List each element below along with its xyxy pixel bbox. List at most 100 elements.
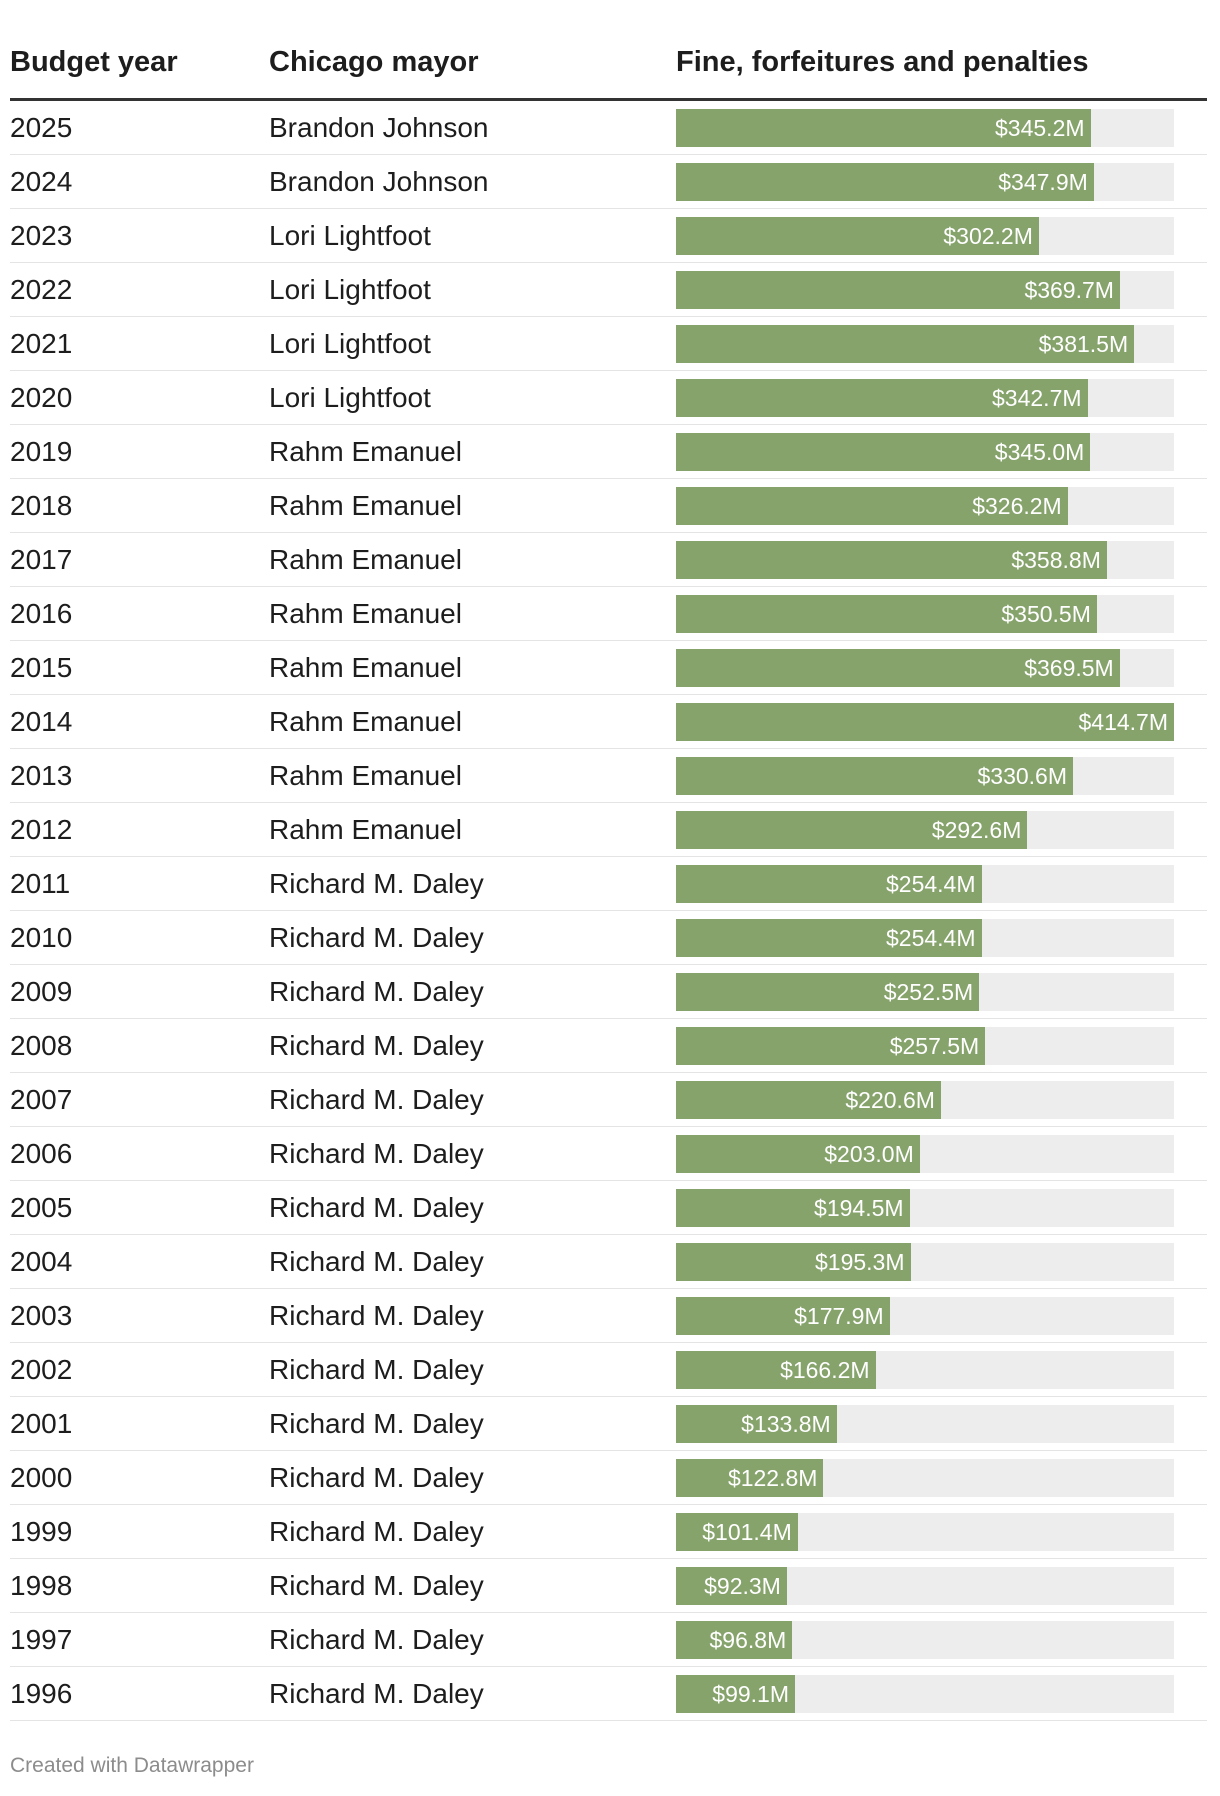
row-mayor: Richard M. Daley <box>269 1192 484 1223</box>
row-year: 2019 <box>10 436 73 467</box>
row-mayor: Lori Lightfoot <box>269 382 431 413</box>
row-mayor: Rahm Emanuel <box>269 598 462 629</box>
bar-track: $166.2M <box>676 1351 1174 1389</box>
bar-track: $177.9M <box>676 1297 1174 1335</box>
table-row: 2019 Rahm Emanuel $345.0M <box>10 425 1207 479</box>
bar: $166.2M <box>676 1351 876 1389</box>
bar-track: $350.5M <box>676 595 1174 633</box>
table-row: 2022 Lori Lightfoot $369.7M <box>10 263 1207 317</box>
row-mayor: Richard M. Daley <box>269 1678 484 1709</box>
bar: $195.3M <box>676 1243 911 1281</box>
row-year: 2004 <box>10 1246 73 1277</box>
bar-track: $254.4M <box>676 919 1174 957</box>
bar: $203.0M <box>676 1135 920 1173</box>
bar-track: $345.2M <box>676 109 1174 147</box>
bar: $342.7M <box>676 379 1088 417</box>
row-year: 2021 <box>10 328 73 359</box>
row-year: 2016 <box>10 598 73 629</box>
bar-track: $381.5M <box>676 325 1174 363</box>
row-mayor: Lori Lightfoot <box>269 328 431 359</box>
row-year: 2006 <box>10 1138 73 1169</box>
table-row: 2008 Richard M. Daley $257.5M <box>10 1019 1207 1073</box>
row-mayor: Rahm Emanuel <box>269 814 462 845</box>
row-year: 1999 <box>10 1516 73 1547</box>
table-row: 2004 Richard M. Daley $195.3M <box>10 1235 1207 1289</box>
datawrapper-credit[interactable]: Created with Datawrapper <box>10 1754 254 1777</box>
bar-track: $203.0M <box>676 1135 1174 1173</box>
bar: $369.7M <box>676 271 1120 309</box>
row-mayor: Rahm Emanuel <box>269 544 462 575</box>
bar-track: $326.2M <box>676 487 1174 525</box>
row-year: 2005 <box>10 1192 73 1223</box>
bar-value-label: $350.5M <box>1001 601 1091 627</box>
bar: $177.9M <box>676 1297 890 1335</box>
bar: $302.2M <box>676 217 1039 255</box>
bar-track: $133.8M <box>676 1405 1174 1443</box>
row-mayor: Lori Lightfoot <box>269 220 431 251</box>
bar: $99.1M <box>676 1675 795 1713</box>
bar: $292.6M <box>676 811 1028 849</box>
row-year: 2007 <box>10 1084 73 1115</box>
table-row: 1999 Richard M. Daley $101.4M <box>10 1505 1207 1559</box>
bar-track: $195.3M <box>676 1243 1174 1281</box>
row-mayor: Richard M. Daley <box>269 1462 484 1493</box>
table-row: 2011 Richard M. Daley $254.4M <box>10 857 1207 911</box>
row-year: 2023 <box>10 220 73 251</box>
row-mayor: Rahm Emanuel <box>269 490 462 521</box>
table-row: 2023 Lori Lightfoot $302.2M <box>10 209 1207 263</box>
table-row: 2013 Rahm Emanuel $330.6M <box>10 749 1207 803</box>
bar-value-label: $369.7M <box>1024 277 1114 303</box>
table-row: 2017 Rahm Emanuel $358.8M <box>10 533 1207 587</box>
table-row: 2014 Rahm Emanuel $414.7M <box>10 695 1207 749</box>
table-row: 1997 Richard M. Daley $96.8M <box>10 1613 1207 1667</box>
bar-value-label: $347.9M <box>998 169 1088 195</box>
row-year: 2000 <box>10 1462 73 1493</box>
row-mayor: Richard M. Daley <box>269 1084 484 1115</box>
table-row: 2015 Rahm Emanuel $369.5M <box>10 641 1207 695</box>
bar-value-label: $330.6M <box>977 763 1067 789</box>
bar: $133.8M <box>676 1405 837 1443</box>
table-row: 1998 Richard M. Daley $92.3M <box>10 1559 1207 1613</box>
row-mayor: Brandon Johnson <box>269 166 489 197</box>
table-row: 2021 Lori Lightfoot $381.5M <box>10 317 1207 371</box>
table-row: 2000 Richard M. Daley $122.8M <box>10 1451 1207 1505</box>
row-mayor: Rahm Emanuel <box>269 706 462 737</box>
bar-value-label: $195.3M <box>815 1249 905 1275</box>
row-year: 2015 <box>10 652 73 683</box>
table-row: 2002 Richard M. Daley $166.2M <box>10 1343 1207 1397</box>
bar-value-label: $99.1M <box>712 1681 789 1707</box>
bar-value-label: $122.8M <box>727 1465 818 1491</box>
bar-value-label: $203.0M <box>824 1141 914 1167</box>
row-mayor: Richard M. Daley <box>269 1138 484 1169</box>
row-year: 2003 <box>10 1300 73 1331</box>
row-mayor: Richard M. Daley <box>269 976 484 1007</box>
bar: $345.2M <box>676 109 1091 147</box>
bar-value-label: $292.6M <box>931 817 1022 843</box>
bar-value-label: $254.4M <box>885 925 976 951</box>
bar-value-label: $326.2M <box>972 493 1062 519</box>
bar: $96.8M <box>676 1621 793 1659</box>
bar: $347.9M <box>676 163 1094 201</box>
table-row: 2007 Richard M. Daley $220.6M <box>10 1073 1207 1127</box>
table-row: 2005 Richard M. Daley $194.5M <box>10 1181 1207 1235</box>
bar-track: $252.5M <box>676 973 1174 1011</box>
row-year: 2025 <box>10 112 73 143</box>
bar-table: Budget year Chicago mayor Fine, forfeitu… <box>10 40 1207 1721</box>
row-year: 2012 <box>10 814 73 845</box>
table-body: 2025 Brandon Johnson $345.2M 2024 Brandon Jo… <box>10 101 1207 1721</box>
bar-value-label: $342.7M <box>992 385 1082 411</box>
row-year: 2017 <box>10 544 73 575</box>
row-year: 2001 <box>10 1408 73 1439</box>
row-year: 2011 <box>10 868 71 899</box>
bar-track: $302.2M <box>676 217 1174 255</box>
row-year: 2013 <box>10 760 73 791</box>
bar-track: $414.7M <box>676 703 1174 741</box>
bar-track: $369.7M <box>676 271 1174 309</box>
bar-track: $257.5M <box>676 1027 1174 1065</box>
bar-value-label: $302.2M <box>943 223 1033 249</box>
row-mayor: Richard M. Daley <box>269 1516 484 1547</box>
row-year: 2020 <box>10 382 73 413</box>
table-row: 2010 Richard M. Daley $254.4M <box>10 911 1207 965</box>
bar-track: $347.9M <box>676 163 1174 201</box>
bar: $350.5M <box>676 595 1097 633</box>
